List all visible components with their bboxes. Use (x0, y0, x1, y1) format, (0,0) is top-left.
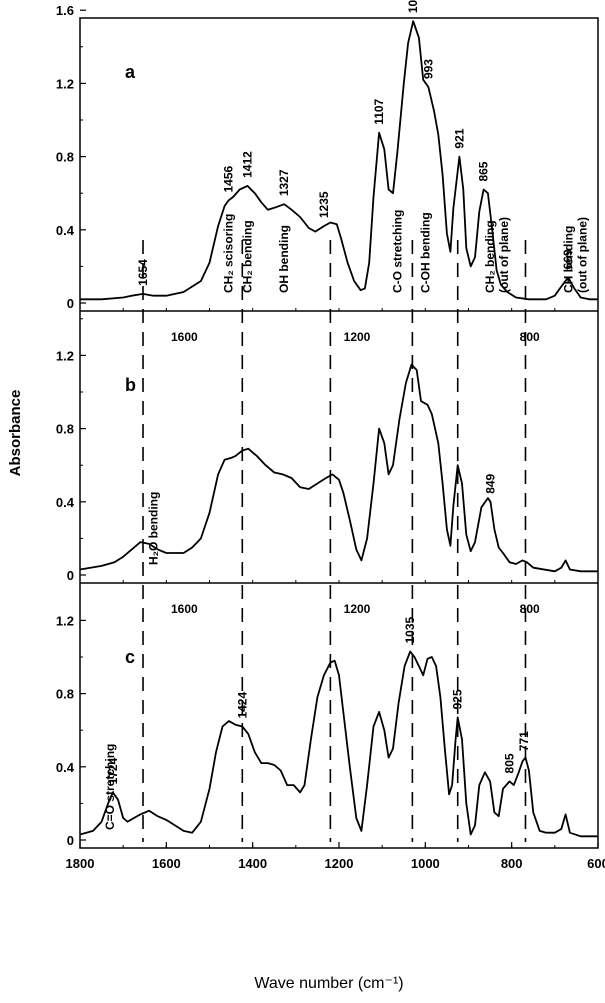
peak-annotation: 1035 (403, 616, 417, 643)
peak-annotation: 921 (452, 128, 466, 148)
peak-annotation: 925 (451, 689, 465, 709)
x-tick-label: 1000 (411, 856, 440, 871)
peak-annotation: (out of plane) (497, 217, 511, 293)
y-tick-label: 0.8 (56, 687, 74, 702)
peak-annotation: 1028 (406, 0, 420, 13)
spectrum-line-b (79, 363, 598, 573)
y-tick-label: 1.2 (56, 348, 74, 363)
y-tick-label: 0 (67, 833, 74, 848)
spectrum-line-c (79, 650, 598, 838)
y-tick-label: 1.6 (56, 3, 74, 18)
peak-annotation: 1235 (317, 191, 331, 218)
peak-annotation: 805 (503, 753, 517, 773)
peak-annotation: OH bending (277, 225, 291, 293)
panel-letter: b (125, 375, 136, 395)
peak-annotation: 865 (477, 161, 491, 181)
peak-annotation: 993 (421, 59, 435, 79)
peak-annotation: 1107 (372, 98, 386, 124)
peak-annotation: 1724 (106, 757, 120, 784)
inner-x-label: 1600 (171, 602, 198, 616)
y-axis-label: Absorbance (7, 390, 24, 477)
x-tick-label: 800 (501, 856, 523, 871)
peak-annotation: 669 (561, 249, 575, 269)
inner-x-label: 800 (520, 602, 540, 616)
x-tick-label: 1800 (66, 856, 95, 871)
peak-annotation: H₂O bending (146, 492, 160, 565)
peak-annotation: 849 (484, 473, 498, 493)
panel-letter: c (125, 647, 135, 667)
x-tick-label: 1600 (152, 856, 181, 871)
peak-annotation: CH₂ bending (483, 220, 497, 293)
y-tick-label: 0.8 (56, 422, 74, 437)
peak-annotation: CH₂ bending (240, 220, 254, 293)
spectrum-line-a (80, 20, 598, 301)
peak-annotation: (out of plane) (576, 217, 590, 293)
y-tick-label: 0 (67, 568, 74, 583)
panel-letter: a (125, 62, 136, 82)
y-tick-label: 0.4 (56, 760, 75, 775)
x-tick-label: 600 (587, 856, 605, 871)
y-tick-label: 0.4 (56, 495, 75, 510)
peak-annotation: CH₂ scisoring (221, 214, 235, 293)
peak-annotation: CH bending (562, 226, 576, 293)
inner-x-label: 800 (520, 330, 540, 344)
peak-annotation: 771 (517, 731, 531, 751)
peak-annotation: 1456 (221, 165, 235, 192)
peak-annotation: 1327 (277, 169, 291, 196)
y-tick-label: 0.4 (56, 223, 75, 238)
inner-x-label: 1200 (344, 330, 371, 344)
peak-annotation: 1424 (235, 692, 249, 719)
peak-annotation: C-OH bending (418, 212, 432, 293)
y-tick-label: 1.2 (56, 613, 74, 628)
y-tick-label: 0.8 (56, 150, 74, 165)
y-tick-label: 0 (67, 296, 74, 311)
x-tick-label: 1200 (325, 856, 354, 871)
peak-annotation: C=O stretching (103, 744, 117, 830)
peak-annotation: C-O stretching (390, 210, 404, 293)
plot-frame (79, 17, 599, 849)
x-tick-label: 1400 (238, 856, 267, 871)
inner-x-label: 1200 (344, 602, 371, 616)
y-tick-label: 1.2 (56, 76, 74, 91)
peak-annotation: 1654 (136, 259, 150, 286)
x-axis-label: Wave number (cm⁻¹) (254, 975, 403, 992)
peak-annotation: 1412 (240, 151, 254, 178)
inner-x-label: 1600 (171, 330, 198, 344)
